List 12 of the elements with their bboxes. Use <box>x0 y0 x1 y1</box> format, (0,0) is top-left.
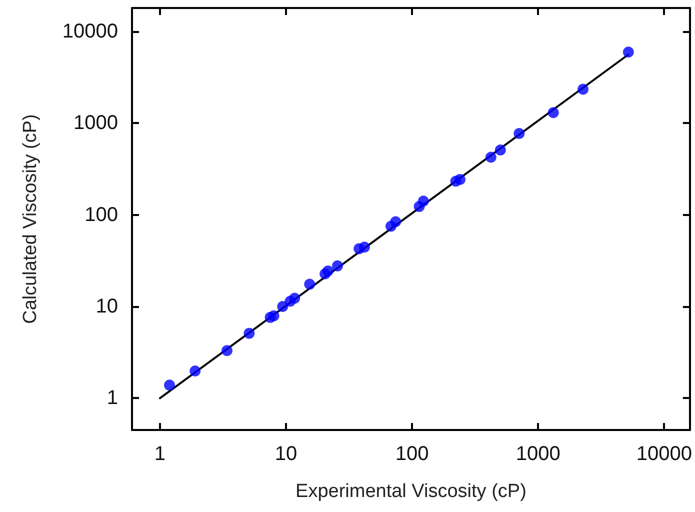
y-tick-label: 1 <box>106 387 118 410</box>
x-tick-label: 1000 <box>516 443 560 465</box>
y-tick-label: 10000 <box>62 20 118 42</box>
x-tick-label: 10 <box>274 443 298 465</box>
y-tick-label: 100 <box>84 204 118 226</box>
y-tick-label: 10 <box>96 296 118 318</box>
x-tick-label: 1 <box>154 443 166 465</box>
y-axis-title: Calculated Viscosity (cP) <box>20 114 41 324</box>
x-tick-label: 100 <box>395 443 429 465</box>
y-tick-label: 1000 <box>74 112 118 134</box>
x-tick-label: 10000 <box>636 443 692 465</box>
x-axis-title: Experimental Viscosity (cP) <box>296 481 526 502</box>
